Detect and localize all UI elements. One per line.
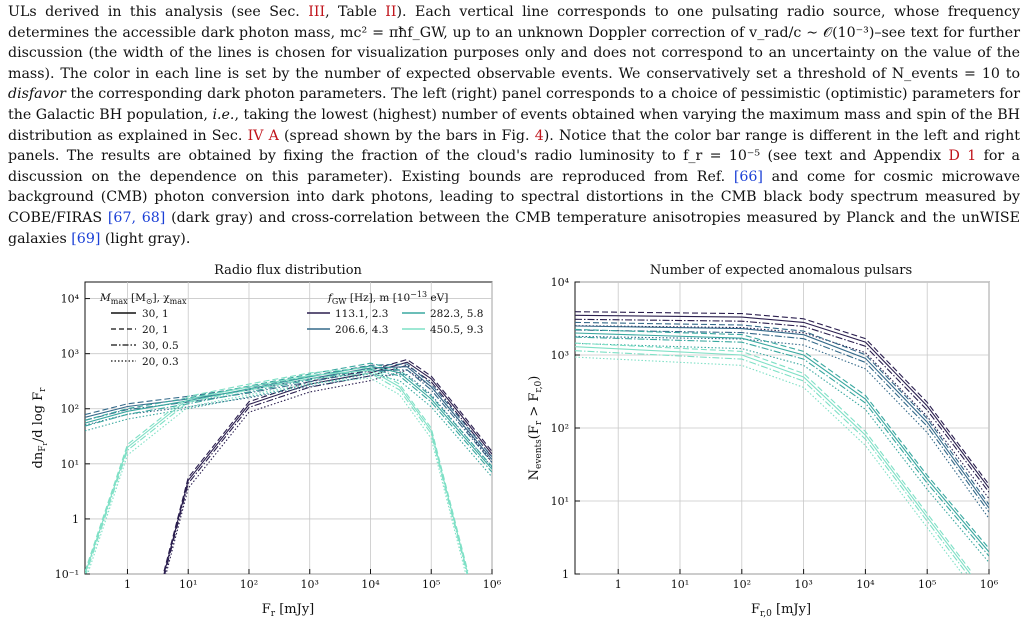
series-line (164, 364, 492, 574)
caption-paragraph: ULs derived in this analysis (see Sec. I… (8, 4, 1020, 247)
right-series (575, 311, 989, 574)
series-line (85, 365, 492, 470)
ref-appendix-d1[interactable]: D 1 (948, 148, 977, 165)
y-tick-label: 10⁴ (551, 276, 570, 289)
legend-frequency: fGW [Hz], m [10−13 eV] 113.1, 2.3 206.6,… (307, 290, 483, 336)
left-xlabel: Fr [mJy] (262, 602, 315, 619)
x-tick-label: 1 (124, 578, 131, 591)
cite-69[interactable]: [69] (71, 230, 101, 247)
x-tick-label: 10³ (301, 578, 319, 591)
legend-freq-entry-2: 282.3, 5.8 (430, 308, 483, 320)
y-tick-label: 10⁴ (61, 293, 80, 306)
right-grid (575, 281, 990, 575)
legend-bh-title: Mmax [M⊙], χmax (99, 292, 187, 306)
series-line (575, 342, 989, 563)
right-panel: Number of expected anomalous pulsars 1 10… (527, 263, 999, 619)
right-ylabel: Nevents(Fr > Fr,0) (527, 376, 544, 481)
ref-section-iii[interactable]: III (308, 4, 326, 20)
x-tick-label: 10² (733, 578, 751, 591)
cite-66[interactable]: [66] (733, 168, 763, 185)
x-tick-label: 10¹ (671, 578, 689, 591)
x-tick-label: 10⁴ (361, 578, 380, 591)
ref-section-iva[interactable]: IV A (247, 127, 279, 144)
series-line (85, 368, 492, 473)
figure-caption: ULs derived in this analysis (see Sec. I… (8, 2, 1020, 249)
left-ylabel: dnFr/d log Fr (31, 387, 49, 469)
y-tick-label: 10² (551, 422, 569, 435)
series-line (575, 325, 989, 509)
x-tick-label: 1 (615, 578, 622, 591)
series-line (575, 325, 989, 499)
legend-bh-params: Mmax [M⊙], χmax 30, 1 20, 1 30, 0.5 20, … (99, 292, 187, 368)
legend-freq-entry-3: 450.5, 9.3 (430, 324, 483, 336)
series-line (575, 314, 989, 489)
right-panel-title: Number of expected anomalous pulsars (650, 263, 912, 278)
series-line (575, 328, 989, 549)
series-line (575, 311, 989, 485)
left-series (85, 358, 492, 574)
y-tick-label: 10¹ (551, 495, 569, 508)
legend-freq-entry-1: 206.6, 4.3 (335, 324, 388, 336)
series-line (85, 362, 492, 467)
x-tick-label: 10⁵ (422, 578, 440, 591)
legend-freq-title: fGW [Hz], m [10−13 eV] (327, 290, 448, 306)
y-tick-label: 1 (562, 568, 569, 581)
series-line (85, 369, 492, 463)
y-tick-label: 10³ (551, 349, 569, 362)
x-tick-label: 10⁴ (856, 578, 875, 591)
legend-bh-entry-0: 30, 1 (142, 308, 169, 320)
legend-freq-entry-0: 113.1, 2.3 (335, 308, 388, 320)
y-tick-label: 10⁻¹ (55, 568, 79, 581)
y-tick-label: 10¹ (61, 458, 79, 471)
right-ticks: 1 10¹ 10² 10³ 10⁴ 10⁵ 10⁶ 1 10¹ 10² 10³ 10⁴ (551, 276, 999, 591)
series-line (85, 372, 468, 574)
y-tick-label: 10² (61, 403, 79, 416)
series-line (575, 342, 971, 571)
ref-fig-4[interactable]: 4 (534, 127, 544, 144)
left-panel-title: Radio flux distribution (214, 263, 362, 278)
legend-bh-entry-1: 20, 1 (142, 324, 169, 336)
left-panel: Radio flux distribution 1 10¹ 10² 10³ 10⁴ 10⁵… (31, 263, 502, 619)
series-line (85, 366, 469, 572)
left-grid (85, 282, 493, 575)
left-ticks: 1 10¹ 10² 10³ 10⁴ 10⁵ 10⁶ 10⁻¹ 1 10¹ 10² 10³ 10⁴ (55, 293, 502, 591)
series-line (575, 356, 964, 574)
y-tick-label: 10³ (61, 348, 79, 361)
right-xlabel: Fr,0 [mJy] (751, 602, 811, 619)
cite-67-68[interactable]: [67, 68] (107, 209, 166, 226)
series-line (163, 361, 492, 574)
series-line (575, 336, 989, 557)
ref-table-ii[interactable]: II (385, 4, 397, 20)
x-tick-label: 10² (240, 578, 258, 591)
x-tick-label: 10⁵ (918, 578, 936, 591)
x-tick-label: 10⁶ (980, 578, 999, 591)
series-line (575, 332, 989, 553)
series-line (575, 318, 989, 493)
figure: Radio flux distribution 1 10¹ 10² 10³ 10⁴ 10⁵… (31, 263, 999, 619)
x-tick-label: 10⁶ (483, 578, 502, 591)
series-line (85, 369, 469, 574)
y-tick-label: 1 (72, 513, 79, 526)
x-tick-label: 10³ (794, 578, 812, 591)
series-line (575, 346, 971, 574)
legend-bh-entry-2: 30, 0.5 (142, 340, 179, 352)
series-line (85, 374, 492, 468)
x-tick-label: 10¹ (179, 578, 197, 591)
series-line (575, 329, 989, 513)
legend-bh-entry-3: 20, 0.3 (142, 356, 179, 368)
series-line (575, 350, 968, 574)
series-line (575, 321, 989, 505)
